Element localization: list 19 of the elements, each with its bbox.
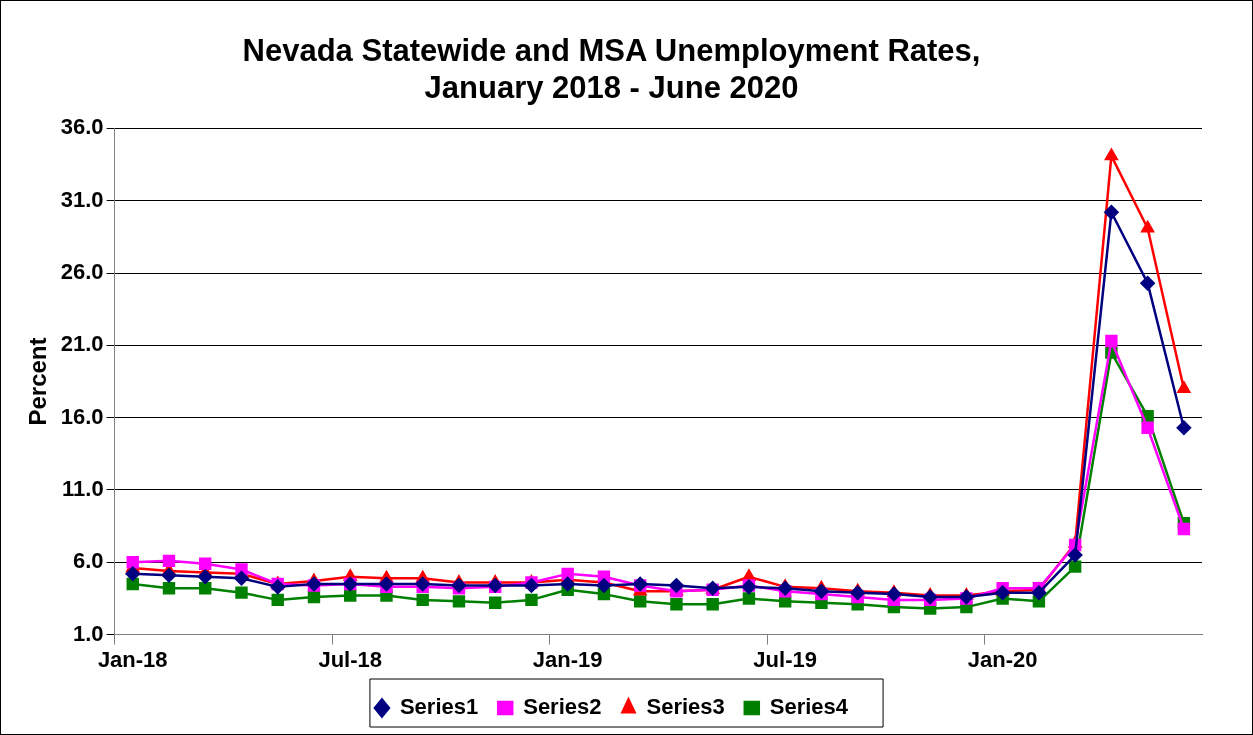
x-tick-label: Jan-20	[967, 646, 1038, 672]
y-tick-label: 31.0	[60, 186, 104, 212]
legend-label: Series1	[399, 694, 479, 720]
legend-label: Series3	[646, 694, 725, 720]
legend-label: Series4	[769, 694, 849, 720]
y-tick-label: 6.0	[73, 548, 104, 574]
x-tick-label: Jul-18	[318, 646, 383, 672]
y-tick-label: 36.0	[60, 114, 104, 140]
legend-label: Series2	[523, 694, 602, 720]
y-tick-label: 1.0	[73, 620, 104, 646]
x-tick-label: Jan-18	[97, 646, 168, 672]
y-tick-label: 21.0	[60, 331, 104, 357]
y-axis-title: Percent	[24, 337, 52, 426]
x-tick-label: Jul-19	[753, 646, 817, 672]
chart-title: Nevada Statewide and MSA Unemployment Rates, January 2018 - June 2020	[242, 33, 981, 106]
y-tick-label: 16.0	[60, 403, 104, 429]
x-tick-label: Jan-19	[532, 646, 603, 672]
y-tick-label: 11.0	[62, 476, 104, 502]
y-tick-label: 26.0	[60, 259, 104, 285]
